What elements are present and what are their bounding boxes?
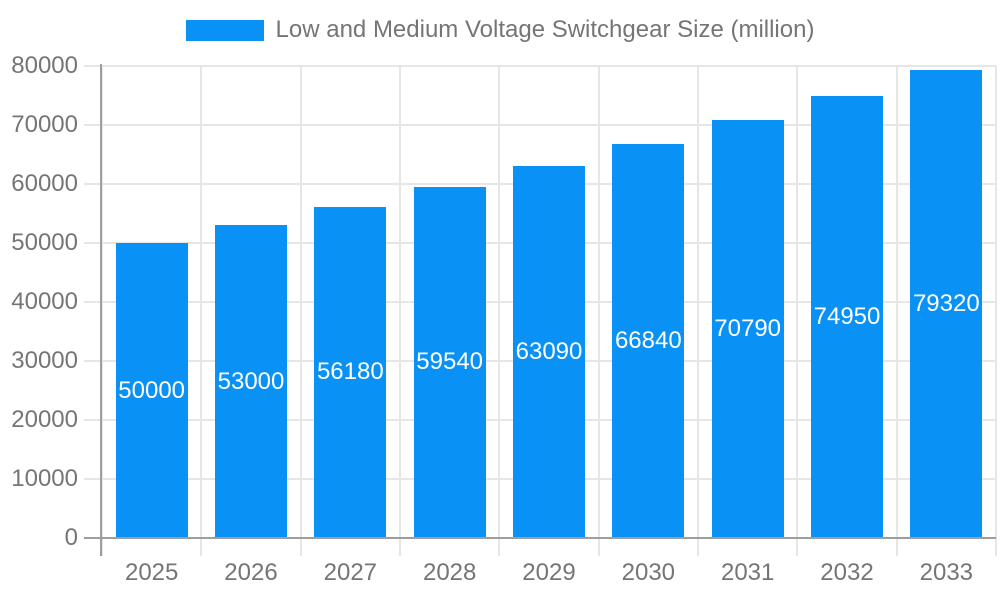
- x-gridline: [101, 66, 103, 556]
- bar-value-label: 59540: [416, 348, 484, 376]
- bar: 66840: [612, 143, 685, 538]
- x-gridline: [895, 66, 898, 556]
- x-gridline: [299, 66, 302, 556]
- bar: 56180: [314, 206, 387, 538]
- y-axis-tick-label: 10000: [11, 465, 78, 492]
- bar-value-label: 53000: [217, 367, 285, 395]
- x-gridline: [200, 66, 203, 556]
- legend: Low and Medium Voltage Switchgear Size (…: [0, 16, 1000, 44]
- x-axis-tick-label: 2026: [224, 559, 278, 586]
- x-axis-tick-label: 2033: [919, 559, 974, 586]
- bar-value-label: 70790: [714, 315, 782, 343]
- x-axis-tick-label: 2029: [522, 559, 576, 586]
- x-gridline: [796, 66, 799, 556]
- y-axis-line: [100, 64, 102, 556]
- y-gridline: [84, 65, 996, 67]
- bar-value-label: 50000: [118, 376, 186, 404]
- bar-value-label: 66840: [614, 326, 682, 354]
- x-gridline: [697, 66, 699, 556]
- x-axis-tick-label: 2032: [820, 559, 874, 586]
- y-axis-tick-label: 20000: [11, 406, 78, 433]
- bar: 74950: [811, 95, 883, 538]
- bar: 59540: [413, 186, 486, 538]
- legend-swatch: [185, 19, 264, 41]
- x-axis-line: [84, 537, 996, 539]
- x-axis-tick-label: 2028: [422, 559, 477, 586]
- y-axis-tick-label: 30000: [11, 347, 78, 374]
- bar: 79320: [910, 70, 983, 538]
- legend-label: Low and Medium Voltage Switchgear Size (…: [275, 16, 815, 43]
- bar-value-label: 56180: [316, 358, 384, 386]
- y-axis-tick-label: 70000: [11, 111, 78, 138]
- y-gridline: [84, 124, 996, 126]
- x-axis-tick-label: 2025: [124, 559, 179, 586]
- bar-value-label: 79320: [912, 289, 980, 317]
- x-gridline: [498, 66, 501, 556]
- y-axis-tick-label: 60000: [11, 170, 78, 197]
- bar-value-label: 63090: [515, 337, 583, 365]
- x-axis-tick-label: 2030: [621, 559, 676, 586]
- x-gridline: [597, 66, 600, 556]
- bar: 70790: [711, 120, 784, 538]
- bar: 50000: [115, 243, 188, 538]
- x-gridline: [995, 66, 997, 556]
- bar: 63090: [513, 165, 585, 538]
- y-axis-tick-label: 80000: [11, 52, 78, 79]
- x-axis-tick-label: 2031: [720, 559, 775, 586]
- bar: 53000: [215, 225, 287, 538]
- y-axis-tick-label: 0: [64, 524, 78, 551]
- y-axis-tick-label: 50000: [11, 229, 78, 256]
- x-axis-tick-label: 2027: [323, 559, 378, 586]
- bar-value-label: 74950: [813, 302, 881, 330]
- x-gridline: [399, 66, 401, 556]
- y-axis-tick-label: 40000: [11, 288, 78, 315]
